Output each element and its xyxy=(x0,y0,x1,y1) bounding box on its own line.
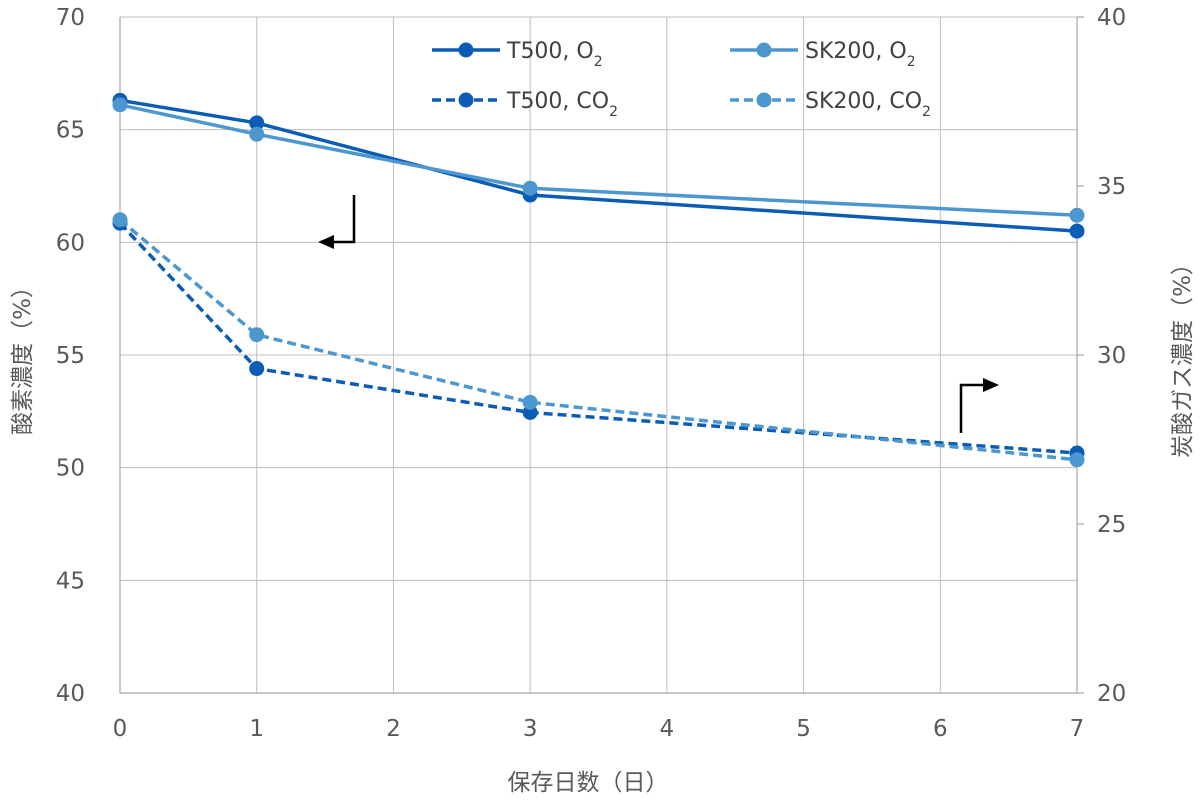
data-point-series-2 xyxy=(249,361,265,377)
series-line-1 xyxy=(119,103,1078,218)
legend-label-2: T500, CO2 xyxy=(506,89,618,120)
y-right-tick-label: 30 xyxy=(1097,343,1126,369)
arrowhead-left xyxy=(318,235,334,249)
legend-label-subscript: 2 xyxy=(922,104,931,120)
x-tick-label: 4 xyxy=(660,716,675,742)
arrow-to-left-axis xyxy=(333,195,356,244)
y-right-tick-label: 25 xyxy=(1097,512,1126,538)
x-tick-label: 6 xyxy=(933,716,948,742)
y-left-tick-label: 40 xyxy=(56,681,85,707)
series-line-3 xyxy=(118,218,1078,462)
data-point-series-3 xyxy=(1069,452,1085,468)
data-point-series-1 xyxy=(249,126,265,142)
x-tick-label: 3 xyxy=(523,716,538,742)
y-left-tick-label: 65 xyxy=(56,118,85,144)
data-point-series-3 xyxy=(112,212,128,228)
legend-label-subscript: 2 xyxy=(594,54,603,70)
legend-label-3: SK200, CO2 xyxy=(805,89,931,120)
y-left-tick-label: 55 xyxy=(56,343,85,369)
legend-label-1: SK200, O2 xyxy=(805,39,916,70)
x-tick-label: 1 xyxy=(249,716,264,742)
y-left-tick-label: 60 xyxy=(56,230,85,256)
legend-label-subscript: 2 xyxy=(907,54,916,70)
data-point-series-1 xyxy=(112,97,128,113)
data-point-series-1 xyxy=(1069,207,1085,223)
legend-marker-1 xyxy=(756,42,772,58)
x-tick-label: 7 xyxy=(1070,716,1085,742)
data-point-series-3 xyxy=(249,327,265,343)
data-point-series-0 xyxy=(1069,223,1085,239)
legend-marker-2 xyxy=(458,92,474,108)
y-left-tick-label: 70 xyxy=(56,5,85,31)
legend-label-subscript: 2 xyxy=(609,104,618,120)
data-point-series-3 xyxy=(522,394,538,410)
x-tick-label: 0 xyxy=(113,716,128,742)
legend-marker-0 xyxy=(458,42,474,58)
y-axis-left-title: 酸素濃度（%） xyxy=(10,275,36,435)
x-axis-title: 保存日数（日） xyxy=(508,770,669,796)
arrowhead-right xyxy=(983,378,999,392)
data-point-series-1 xyxy=(522,180,538,196)
arrow-to-right-axis xyxy=(959,383,983,433)
annotations xyxy=(318,195,999,433)
y-left-tick-label: 50 xyxy=(56,456,85,482)
y-right-tick-label: 35 xyxy=(1097,174,1126,200)
y-right-tick-label: 40 xyxy=(1097,5,1126,31)
y-left-tick-label: 45 xyxy=(56,568,85,594)
legend: T500, O2 SK200, O2 T500, CO2 SK200, CO2 xyxy=(432,39,931,120)
data-point-series-0 xyxy=(249,115,265,131)
legend-label-0: T500, O2 xyxy=(506,39,603,70)
y-axis-right-title: 炭酸ガス濃度（%） xyxy=(1170,252,1196,458)
grid xyxy=(119,16,1078,694)
x-tick-label: 2 xyxy=(386,716,401,742)
x-tick-label: 5 xyxy=(796,716,811,742)
y-right-tick-label: 20 xyxy=(1097,681,1126,707)
series-layer xyxy=(112,92,1085,468)
axes xyxy=(119,16,1084,694)
legend-marker-3 xyxy=(756,92,772,108)
series-line-0 xyxy=(119,98,1078,233)
